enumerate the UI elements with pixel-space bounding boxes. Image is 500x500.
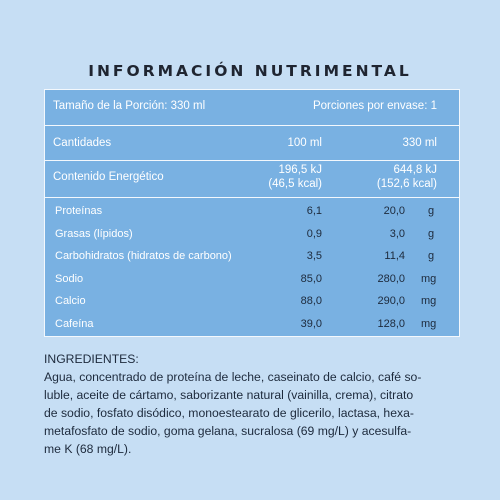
nutrient-value-330ml: 11,4 — [384, 250, 405, 262]
nutrition-facts-table: Tamaño de la Porción: 330 ml Porciones p… — [44, 89, 460, 337]
nutrient-row: Cafeína 39,0 128,0 mg — [45, 314, 459, 336]
ingredients-line: metafosfato de sodio, goma gelana, sucra… — [44, 424, 412, 438]
ingredients-line: luble, aceite de cártamo, saborizante na… — [44, 388, 414, 402]
energy-100ml: 196,5 kJ (46,5 kcal) — [268, 163, 322, 191]
serving-row: Tamaño de la Porción: 330 ml Porciones p… — [45, 90, 459, 125]
nutrient-value-100ml: 88,0 — [300, 295, 322, 307]
nutrient-value-100ml: 3,5 — [306, 250, 322, 262]
ingredients-section: INGREDIENTES: Agua, concentrado de prote… — [44, 350, 458, 458]
nutrient-label: Grasas (lípidos) — [55, 227, 133, 240]
column-330ml: 330 ml — [402, 137, 437, 149]
nutrient-value-330ml: 280,0 — [377, 272, 405, 285]
column-100ml: 100 ml — [287, 137, 322, 149]
nutrient-value-100ml: 0,9 — [306, 227, 322, 240]
divider — [45, 125, 459, 126]
servings-per-container: Porciones por envase: 1 — [312, 100, 437, 112]
nutrient-unit: g — [428, 227, 435, 240]
nutrient-unit: mg — [421, 295, 437, 307]
ingredients-line: de sodio, fosfato disódico, monoestearat… — [44, 406, 414, 420]
nutrient-label: Proteínas — [55, 205, 103, 217]
ingredients-heading: INGREDIENTES: — [44, 352, 139, 366]
energy-330ml-kj: 644,8 kJ — [393, 164, 437, 176]
energy-label: Contenido Energético — [53, 171, 164, 183]
nutrient-value-330ml: 290,0 — [377, 295, 405, 307]
nutrient-row: Sodio 85,0 280,0 mg — [45, 269, 459, 291]
page-title: INFORMACIÓN NUTRIMENTAL — [88, 62, 412, 80]
ingredients-line: Agua, concentrado de proteína de leche, … — [44, 370, 422, 384]
divider — [45, 160, 459, 161]
nutrient-unit: mg — [421, 272, 437, 285]
divider — [45, 197, 459, 198]
nutrient-value-100ml: 39,0 — [300, 317, 322, 330]
nutrient-label: Cafeína — [55, 317, 94, 330]
nutrient-label: Calcio — [55, 295, 86, 307]
nutrient-value-330ml: 3,0 — [389, 227, 405, 240]
nutrient-row: Grasas (lípidos) 0,9 3,0 g — [45, 224, 459, 246]
nutrient-unit: mg — [421, 317, 437, 330]
nutrient-row: Proteínas 6,1 20,0 g — [45, 201, 459, 223]
quantities-label: Cantidades — [53, 137, 112, 149]
energy-100ml-kcal: (46,5 kcal) — [268, 178, 322, 190]
nutrient-value-330ml: 20,0 — [383, 205, 405, 217]
energy-row: Contenido Energético 196,5 kJ (46,5 kcal… — [45, 161, 459, 197]
ingredients-line: me K (68 mg/L). — [44, 442, 132, 456]
nutrient-value-100ml: 85,0 — [300, 272, 322, 285]
energy-330ml-kcal: (152,6 kcal) — [376, 178, 437, 190]
nutrient-label: Sodio — [55, 272, 84, 285]
serving-size: Tamaño de la Porción: 330 ml — [53, 100, 206, 112]
nutrient-unit: g — [428, 205, 435, 217]
energy-330ml: 644,8 kJ (152,6 kcal) — [377, 163, 437, 191]
ingredients-text: Agua, concentrado de proteína de leche, … — [44, 368, 458, 458]
nutrient-row: Carbohidratos (hidratos de carbono) 3,5 11… — [45, 246, 459, 268]
nutrient-unit: g — [428, 250, 435, 262]
nutrient-value-330ml: 128,0 — [377, 317, 405, 330]
energy-100ml-kj: 196,5 kJ — [278, 164, 322, 176]
quantities-header-row: Cantidades 100 ml 330 ml — [45, 126, 459, 160]
nutrient-row: Calcio 88,0 290,0 mg — [45, 291, 459, 313]
nutrient-value-100ml: 6,1 — [306, 205, 322, 217]
nutrient-label: Carbohidratos (hidratos de carbono) — [55, 250, 232, 262]
